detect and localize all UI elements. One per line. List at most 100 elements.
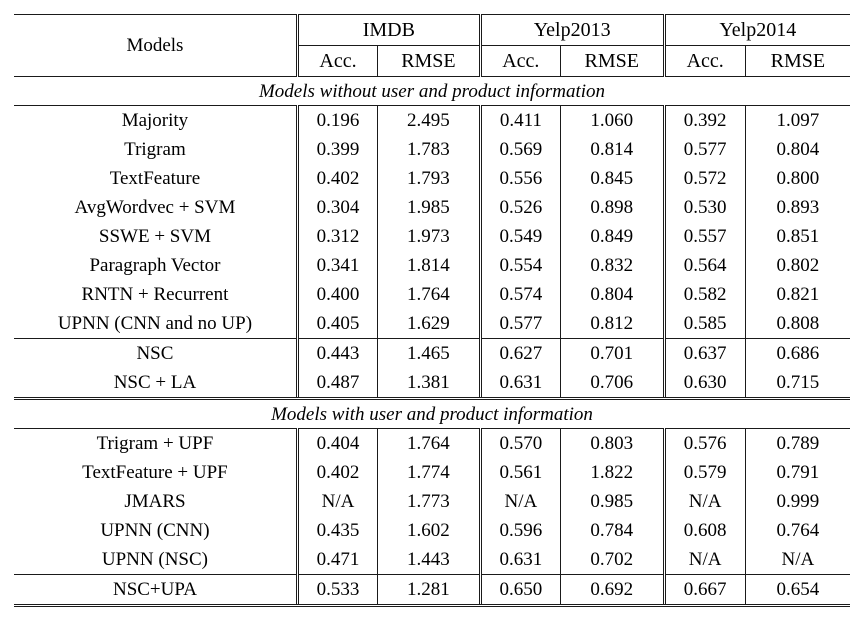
- value-cell: 0.701: [559, 338, 665, 368]
- value-cell: 0.715: [744, 368, 850, 400]
- value-cell: 0.898: [559, 193, 665, 222]
- value-cell: 0.985: [559, 487, 665, 516]
- models-column-header: Models: [14, 14, 298, 77]
- value-cell: 0.845: [559, 164, 665, 193]
- table-header: Models IMDB Yelp2013 Yelp2014 Acc. RMSE …: [14, 14, 850, 77]
- value-cell: 0.576: [662, 428, 746, 458]
- value-cell: 0.402: [295, 458, 378, 487]
- model-name-cell: SSWE + SVM: [98, 226, 211, 247]
- value-cell: 0.579: [662, 458, 746, 487]
- value-cell: 0.561: [478, 458, 561, 487]
- value-cell: 0.574: [478, 280, 561, 309]
- value-cell: 0.631: [478, 368, 561, 400]
- yelp2014-acc-header: Acc.: [662, 45, 746, 77]
- imdb-rmse-header: RMSE: [377, 45, 481, 77]
- column-group-yelp2014: Yelp2014: [662, 14, 850, 46]
- section-title: Models without user and product informat…: [14, 76, 850, 106]
- value-cell: 0.686: [744, 338, 850, 368]
- table-row: NSC 0.443 1.465 0.627 0.701 0.637 0.686: [14, 338, 850, 368]
- value-cell: 0.706: [559, 368, 665, 400]
- yelp2013-acc-header: Acc.: [478, 45, 561, 77]
- table-row: UPNN (CNN and no UP) 0.405 1.629 0.577 0.812…: [14, 309, 850, 339]
- value-cell: 0.554: [478, 251, 561, 280]
- model-name-cell: NSC + LA: [14, 368, 298, 400]
- model-name-cell: AvgWordvec + SVM: [74, 197, 236, 218]
- value-cell: 0.789: [744, 428, 850, 458]
- value-cell: 1.814: [377, 251, 481, 280]
- value-cell: 0.667: [662, 574, 746, 607]
- value-cell: 0.312: [295, 222, 378, 251]
- value-cell: 0.784: [559, 516, 665, 545]
- value-cell: 0.549: [478, 222, 561, 251]
- value-cell: 0.405: [295, 309, 378, 339]
- value-cell: 1.774: [377, 458, 481, 487]
- imdb-acc-header: Acc.: [295, 45, 378, 77]
- value-cell: 0.849: [559, 222, 665, 251]
- value-cell: 0.812: [559, 309, 665, 339]
- value-cell: 0.577: [662, 135, 746, 164]
- value-cell: 0.582: [662, 280, 746, 309]
- value-cell: 0.577: [478, 309, 561, 339]
- value-cell: N/A: [295, 487, 378, 516]
- value-cell: 1.793: [377, 164, 481, 193]
- value-cell: 1.629: [377, 309, 481, 339]
- value-cell: 0.803: [559, 428, 665, 458]
- table-row: SSWE + SVM 0.312 1.973 0.549 0.849 0.557 0.851: [14, 222, 850, 251]
- value-cell: 0.404: [295, 428, 378, 458]
- model-name-cell: Majority: [121, 110, 189, 131]
- results-table: Models IMDB Yelp2013 Yelp2014 Acc. RMSE …: [14, 14, 850, 607]
- table-row: NSC+UPA 0.533 1.281 0.650 0.692 0.667 0.654: [14, 574, 850, 607]
- value-cell: 0.791: [744, 458, 850, 487]
- value-cell: 0.400: [295, 280, 378, 309]
- value-cell: 1.783: [377, 135, 481, 164]
- value-cell: 0.692: [559, 574, 665, 607]
- value-cell: 0.832: [559, 251, 665, 280]
- value-cell: 0.564: [662, 251, 746, 280]
- value-cell: 0.650: [478, 574, 561, 607]
- value-cell: 0.399: [295, 135, 378, 164]
- table-row: JMARS N/A 1.773 N/A 0.985 N/A 0.999: [14, 487, 850, 516]
- section-title: Models with user and product information: [14, 398, 850, 429]
- value-cell: 0.443: [295, 338, 378, 368]
- model-name-cell: NSC+UPA: [14, 574, 298, 607]
- value-cell: 0.654: [744, 574, 850, 607]
- value-cell: 0.631: [478, 545, 561, 575]
- table-row: Paragraph Vector 0.341 1.814 0.554 0.832 0.56…: [14, 251, 850, 280]
- column-group-yelp2013: Yelp2013: [478, 14, 665, 46]
- value-cell: 0.627: [478, 338, 561, 368]
- yelp2014-rmse-header: RMSE: [744, 45, 850, 77]
- model-name-cell: NSC: [14, 338, 298, 368]
- value-cell: 1.381: [377, 368, 481, 400]
- value-cell: N/A: [744, 545, 850, 575]
- model-name-cell: JMARS: [124, 491, 186, 512]
- value-cell: 1.773: [377, 487, 481, 516]
- value-cell: 1.465: [377, 338, 481, 368]
- value-cell: 0.804: [559, 280, 665, 309]
- model-name-cell: Trigram + UPF: [96, 433, 214, 454]
- table-row: Trigram + UPF 0.404 1.764 0.570 0.803 0.576 0.…: [14, 428, 850, 458]
- value-cell: 0.471: [295, 545, 378, 575]
- model-name-cell: TextFeature: [109, 168, 201, 189]
- section-header-row: Models without user and product informat…: [14, 76, 850, 106]
- model-name-cell: Trigram: [124, 139, 186, 160]
- value-cell: 1.764: [377, 280, 481, 309]
- value-cell: 0.800: [744, 164, 850, 193]
- value-cell: 0.557: [662, 222, 746, 251]
- model-name-cell: Paragraph Vector: [89, 255, 221, 276]
- table-row: NSC + LA 0.487 1.381 0.631 0.706 0.630 0.715: [14, 368, 850, 400]
- value-cell: 1.602: [377, 516, 481, 545]
- value-cell: 0.341: [295, 251, 378, 280]
- value-cell: 0.702: [559, 545, 665, 575]
- value-cell: 1.097: [744, 105, 850, 135]
- value-cell: 0.556: [478, 164, 561, 193]
- value-cell: 0.572: [662, 164, 746, 193]
- value-cell: 0.821: [744, 280, 850, 309]
- section-header-row: Models with user and product information: [14, 398, 850, 429]
- table-body: Models without user and product informat…: [14, 76, 850, 607]
- value-cell: 0.570: [478, 428, 561, 458]
- value-cell: 1.060: [559, 105, 665, 135]
- value-cell: 1.985: [377, 193, 481, 222]
- model-name-cell: TextFeature + UPF: [82, 462, 228, 483]
- model-name-cell: UPNN (CNN and no UP): [57, 313, 253, 334]
